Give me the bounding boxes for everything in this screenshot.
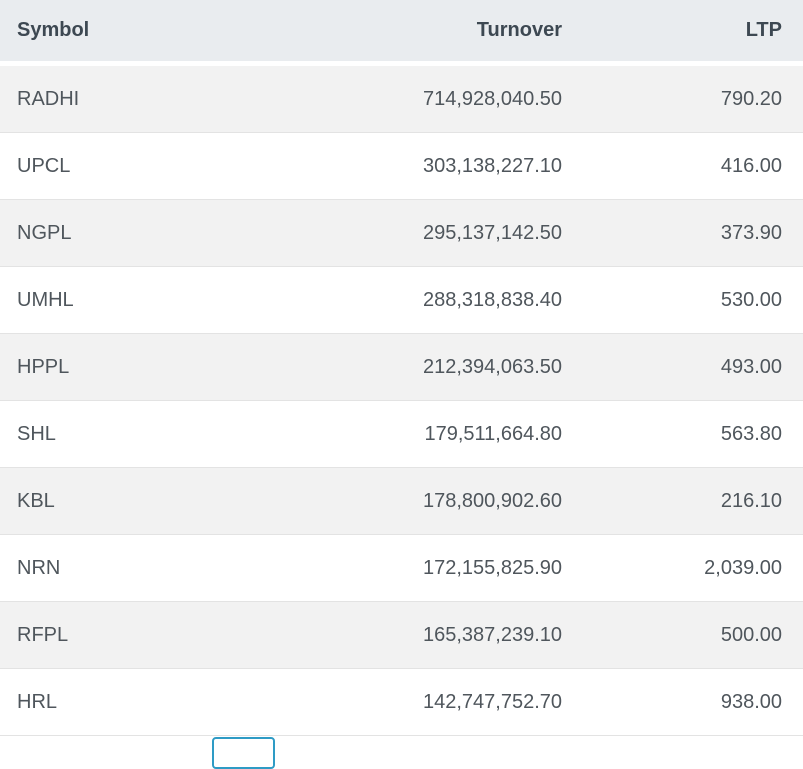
turnover-table: Symbol Turnover LTP RADHI 714,928,040.50… bbox=[0, 0, 803, 736]
ltp-cell: 216.10 bbox=[720, 489, 782, 512]
table-header-row: Symbol Turnover LTP bbox=[0, 0, 803, 66]
ltp-cell: 493.00 bbox=[720, 355, 782, 378]
turnover-cell: 172,155,825.90 bbox=[422, 556, 562, 579]
column-header-ltp[interactable]: LTP bbox=[745, 19, 782, 41]
symbol-cell: RFPL bbox=[17, 623, 69, 646]
ltp-cell: 530.00 bbox=[720, 288, 782, 311]
symbol-cell: SHL bbox=[17, 422, 56, 445]
table-row[interactable]: HPPL 212,394,063.50 493.00 bbox=[0, 334, 803, 401]
table-row[interactable]: SHL 179,511,664.80 563.80 bbox=[0, 401, 803, 468]
ltp-cell: 500.00 bbox=[720, 623, 782, 646]
symbol-cell: RADHI bbox=[17, 87, 80, 110]
turnover-cell: 178,800,902.60 bbox=[422, 489, 562, 512]
turnover-cell: 295,137,142.50 bbox=[422, 221, 562, 244]
symbol-cell: KBL bbox=[17, 489, 55, 512]
turnover-cell: 714,928,040.50 bbox=[422, 87, 562, 110]
table-row[interactable]: HRL 142,747,752.70 938.00 bbox=[0, 669, 803, 736]
turnover-cell: 288,318,838.40 bbox=[422, 288, 562, 311]
table-row[interactable]: NRN 172,155,825.90 2,039.00 bbox=[0, 535, 803, 602]
turnover-cell: 212,394,063.50 bbox=[422, 355, 562, 378]
symbol-cell: HPPL bbox=[17, 355, 70, 378]
ltp-cell: 416.00 bbox=[720, 154, 782, 177]
turnover-cell: 179,511,664.80 bbox=[424, 422, 562, 445]
symbol-cell: UPCL bbox=[17, 154, 71, 177]
ltp-cell: 938.00 bbox=[720, 690, 782, 713]
table-row[interactable]: NGPL 295,137,142.50 373.90 bbox=[0, 200, 803, 267]
ltp-cell: 790.20 bbox=[720, 87, 782, 110]
symbol-cell: NRN bbox=[17, 556, 61, 579]
turnover-cell: 165,387,239.10 bbox=[422, 623, 562, 646]
symbol-cell: NGPL bbox=[17, 221, 72, 244]
table-row[interactable]: UPCL 303,138,227.10 416.00 bbox=[0, 133, 803, 200]
ltp-cell: 2,039.00 bbox=[704, 556, 782, 579]
turnover-cell: 303,138,227.10 bbox=[422, 154, 562, 177]
table-row[interactable]: UMHL 288,318,838.40 530.00 bbox=[0, 267, 803, 334]
symbol-cell: HRL bbox=[17, 690, 58, 713]
table-row[interactable]: KBL 178,800,902.60 216.10 bbox=[0, 468, 803, 535]
column-header-turnover[interactable]: Turnover bbox=[476, 19, 562, 41]
table-row[interactable]: RFPL 165,387,239.10 500.00 bbox=[0, 602, 803, 669]
table-row[interactable]: RADHI 714,928,040.50 790.20 bbox=[0, 66, 803, 133]
column-header-symbol[interactable]: Symbol bbox=[17, 19, 90, 41]
turnover-cell: 142,747,752.70 bbox=[422, 690, 562, 713]
ltp-cell: 563.80 bbox=[720, 422, 782, 445]
ltp-cell: 373.90 bbox=[720, 221, 782, 244]
table-body: RADHI 714,928,040.50 790.20 UPCL 303,138… bbox=[0, 66, 803, 736]
symbol-cell: UMHL bbox=[17, 288, 74, 311]
